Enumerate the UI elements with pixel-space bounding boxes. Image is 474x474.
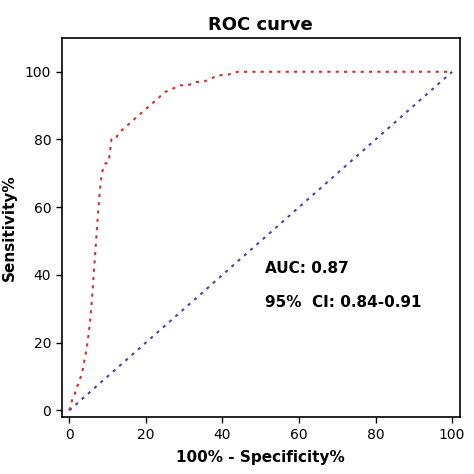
Text: AUC: 0.87: AUC: 0.87 bbox=[264, 261, 348, 276]
X-axis label: 100% - Specificity%: 100% - Specificity% bbox=[176, 450, 345, 465]
Text: 95%  CI: 0.84-0.91: 95% CI: 0.84-0.91 bbox=[264, 294, 421, 310]
Title: ROC curve: ROC curve bbox=[209, 16, 313, 34]
Y-axis label: Sensitivity%: Sensitivity% bbox=[1, 174, 17, 281]
